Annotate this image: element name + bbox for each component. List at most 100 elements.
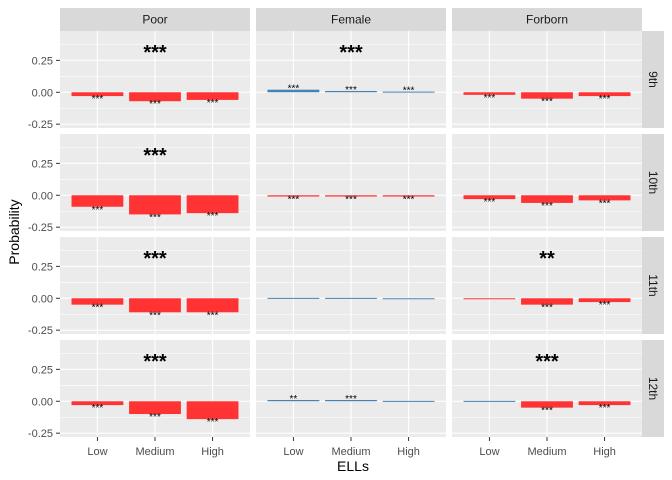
bar-significance-label: *** bbox=[92, 303, 104, 314]
row-strip bbox=[642, 340, 664, 437]
facet-panel-11th-Female bbox=[256, 237, 446, 334]
bar-low bbox=[463, 92, 516, 95]
facet-panel-10th-Poor: *** *** *** *** bbox=[60, 134, 250, 231]
bar-significance-label: *** bbox=[541, 406, 553, 417]
bar-significance-label: *** bbox=[92, 94, 104, 105]
bar-significance-label: *** bbox=[92, 403, 104, 414]
panel-significance-label: ** bbox=[539, 248, 555, 270]
bar-medium bbox=[325, 297, 377, 299]
bar-medium bbox=[325, 195, 377, 197]
panels-layer: *** *** ********* *** ********* *** ********* *… bbox=[60, 31, 642, 437]
facet-panel-12th-Forborn: *** *** *** bbox=[452, 340, 642, 437]
facet-panel-9th-Poor: *** *** *** *** bbox=[60, 31, 250, 128]
bar-medium bbox=[129, 92, 181, 102]
bar-low bbox=[267, 297, 320, 299]
bar-high bbox=[578, 298, 631, 303]
bar-significance-label: *** bbox=[541, 303, 553, 314]
axes: -0.25 0.00 0.25 -0.25 0.00 0.25 -0.25 0.00 0.25 -… bbox=[28, 55, 616, 458]
x-tick-label: Low bbox=[479, 446, 499, 458]
bar-medium bbox=[129, 401, 181, 415]
y-tick-label: -0.25 bbox=[28, 325, 53, 337]
y-tick-label: 0.25 bbox=[32, 261, 53, 273]
bar-low bbox=[71, 401, 124, 406]
bar-high bbox=[382, 195, 435, 197]
bar-significance-label: *** bbox=[599, 403, 611, 414]
bar-high bbox=[186, 195, 239, 214]
facet-panel-10th-Forborn: *** *** *** bbox=[452, 134, 642, 231]
bar-significance-label: *** bbox=[345, 394, 357, 405]
bar-medium bbox=[325, 90, 377, 93]
panel-significance-label: *** bbox=[143, 351, 167, 373]
row-strip-label: 10th bbox=[646, 171, 660, 194]
bar-medium bbox=[325, 399, 377, 402]
row-strip bbox=[642, 237, 664, 334]
bar-significance-label: *** bbox=[484, 197, 496, 208]
facet-panel-11th-Forborn: *** ***** bbox=[452, 237, 642, 334]
bar-significance-label: *** bbox=[149, 99, 161, 110]
panel-significance-label: *** bbox=[143, 145, 167, 167]
row-strip bbox=[642, 134, 664, 231]
bar-significance-label: *** bbox=[541, 201, 553, 212]
bar-low bbox=[463, 298, 516, 300]
row-strip-label: 12th bbox=[646, 377, 660, 400]
column-strip-label: Poor bbox=[142, 13, 167, 27]
panel-significance-label: *** bbox=[143, 42, 167, 64]
bar-high bbox=[578, 401, 631, 406]
bar-significance-label: *** bbox=[149, 212, 161, 223]
column-strip bbox=[452, 8, 642, 31]
x-tick-label: Medium bbox=[331, 446, 370, 458]
y-tick-label: 0.25 bbox=[32, 364, 53, 376]
bar-significance-label: *** bbox=[288, 195, 300, 206]
panel-significance-label: *** bbox=[143, 248, 167, 270]
bar-medium bbox=[129, 298, 181, 313]
bar-high bbox=[186, 298, 239, 313]
bar-high bbox=[186, 401, 239, 420]
bar-low bbox=[463, 400, 516, 402]
column-strip bbox=[256, 8, 446, 31]
bar-significance-label: *** bbox=[345, 195, 357, 206]
bar-high bbox=[382, 91, 435, 93]
x-tick-label: High bbox=[397, 446, 420, 458]
bar-high bbox=[382, 298, 435, 300]
bar-significance-label: *** bbox=[149, 412, 161, 423]
facet-panel-12th-Poor: *** *** *** *** bbox=[60, 340, 250, 437]
bar-medium bbox=[521, 401, 573, 408]
bar-significance-label: *** bbox=[599, 300, 611, 311]
bar-significance-label: *** bbox=[149, 310, 161, 321]
bar-significance-label: *** bbox=[207, 211, 219, 222]
bar-significance-label: *** bbox=[599, 198, 611, 209]
y-tick-label: 0.00 bbox=[32, 396, 53, 408]
bar-low bbox=[267, 399, 320, 402]
facet-panel-12th-Female: ** *** bbox=[256, 340, 446, 437]
bar-significance-label: *** bbox=[288, 84, 300, 95]
bar-low bbox=[267, 89, 320, 93]
y-tick-label: 0.00 bbox=[32, 293, 53, 305]
bar-high bbox=[578, 92, 631, 97]
bar-low bbox=[71, 195, 124, 207]
bar-high bbox=[382, 400, 435, 402]
bar-significance-label: *** bbox=[207, 98, 219, 109]
bar-medium bbox=[521, 298, 573, 305]
facet-panel-10th-Female: *** *** *** bbox=[256, 134, 446, 231]
row-strip-label: 9th bbox=[646, 71, 660, 88]
row-strip-label: 11th bbox=[646, 274, 660, 296]
panel-significance-label: *** bbox=[535, 351, 559, 373]
column-strip-label: Female bbox=[331, 13, 371, 27]
y-tick-label: 0.25 bbox=[32, 55, 53, 67]
bar-high bbox=[578, 195, 631, 201]
row-strip bbox=[642, 31, 664, 128]
bar-significance-label: *** bbox=[484, 93, 496, 104]
bar-medium bbox=[129, 195, 181, 215]
x-tick-label: Medium bbox=[527, 446, 566, 458]
bar-significance-label: *** bbox=[92, 205, 104, 216]
bar-low bbox=[463, 195, 516, 200]
x-tick-label: Low bbox=[283, 446, 303, 458]
bar-low bbox=[71, 298, 124, 305]
y-tick-label: 0.00 bbox=[32, 190, 53, 202]
bar-significance-label: *** bbox=[207, 310, 219, 321]
bar-significance-label: *** bbox=[541, 97, 553, 108]
y-tick-label: -0.25 bbox=[28, 119, 53, 131]
y-tick-label: 0.25 bbox=[32, 158, 53, 170]
x-tick-label: Medium bbox=[135, 446, 174, 458]
